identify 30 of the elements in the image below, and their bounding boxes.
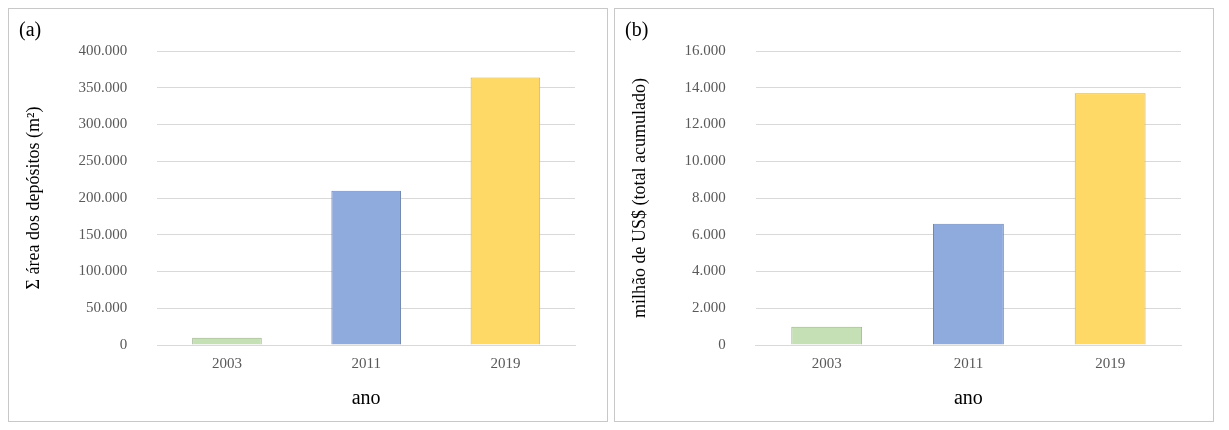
y-tick-label: 400.000	[78, 41, 128, 58]
y-tick-label: 300.000	[78, 115, 128, 132]
y-tick-label: 6.000	[692, 225, 726, 242]
y-tick-label: 200.000	[78, 188, 128, 205]
y-axis-title: Σ área dos depósitos (m²)	[22, 106, 44, 290]
chart-title: (b)	[625, 18, 649, 42]
y-tick-label: 16.000	[684, 41, 726, 58]
y-tick-label: 14.000	[684, 78, 726, 95]
y-axis-title: milhão de US$ (total acumulado)	[628, 78, 650, 318]
y-tick-label: 100.000	[78, 262, 128, 279]
y-tick-label: 4.000	[692, 262, 726, 279]
y-tick-label: 0	[119, 335, 128, 352]
y-tick-label: 8.000	[692, 188, 726, 205]
y-tick-label: 10.000	[684, 152, 726, 169]
x-axis-title: ano	[953, 386, 983, 409]
y-tick-label: 150.000	[78, 225, 128, 242]
y-tick-label: 12.000	[684, 115, 726, 132]
y-tick-label: 350.000	[78, 78, 128, 95]
y-tick-label: 2.000	[692, 299, 726, 316]
y-tick-label: 50.000	[86, 299, 128, 316]
y-tick-label: 0	[718, 335, 726, 352]
x-tick-label: 2003	[811, 354, 842, 371]
chart-title: (a)	[19, 18, 42, 42]
x-axis-title: ano	[351, 386, 381, 409]
x-tick-label: 2003	[211, 354, 242, 371]
x-tick-label: 2019	[490, 354, 521, 371]
x-tick-label: 2011	[953, 354, 984, 371]
y-tick-label: 250.000	[78, 152, 128, 169]
x-tick-label: 2011	[351, 354, 381, 371]
x-tick-label: 2019	[1095, 354, 1126, 371]
